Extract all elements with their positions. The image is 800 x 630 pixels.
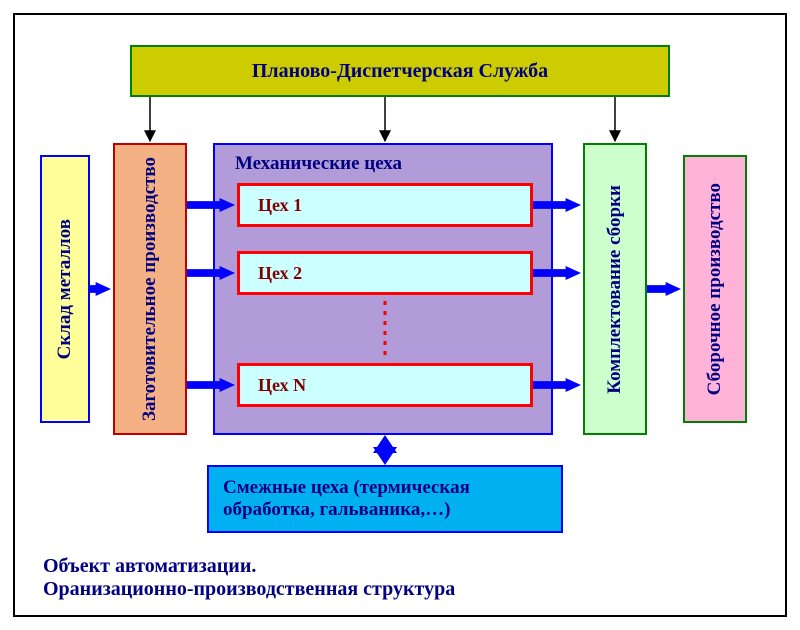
diagram-frame: Планово-Диспетчерская Служба Склад метал… (13, 13, 787, 617)
node-workshop-2: Цех 2 (237, 251, 533, 295)
caption-line-2: Оранизационно-производственная структура (43, 578, 455, 601)
node-assembly-prod: Сборочное производство (683, 155, 747, 423)
node-workshop-1: Цех 1 (237, 183, 533, 227)
node-assembly-kit: Комплектование сборки (583, 143, 647, 435)
node-workshop-n: Цех N (237, 363, 533, 407)
node-adjacent-label: Смежные цеха (термическая обработка, гал… (223, 477, 551, 521)
caption-line-1: Объект автоматизации. (43, 555, 455, 578)
node-procurement: Заготовительное производство (113, 143, 187, 435)
node-adjacent: Смежные цеха (термическая обработка, гал… (207, 465, 563, 533)
node-dispatch-label: Планово-Диспетчерская Служба (252, 60, 548, 83)
node-mech-title: Механические цеха (235, 153, 402, 175)
workshop-1-label: Цех 1 (258, 195, 302, 216)
workshop-n-label: Цех N (258, 375, 306, 396)
diagram-caption: Объект автоматизации. Оранизационно-прои… (43, 555, 455, 601)
node-warehouse: Склад металлов (40, 155, 90, 423)
workshop-2-label: Цех 2 (258, 263, 302, 284)
node-procurement-label: Заготовительное производство (139, 157, 161, 421)
node-assembly-kit-label: Комплектование сборки (604, 185, 626, 394)
node-assembly-prod-label: Сборочное производство (704, 183, 726, 395)
node-warehouse-label: Склад металлов (54, 219, 76, 359)
node-dispatch: Планово-Диспетчерская Служба (130, 45, 670, 97)
